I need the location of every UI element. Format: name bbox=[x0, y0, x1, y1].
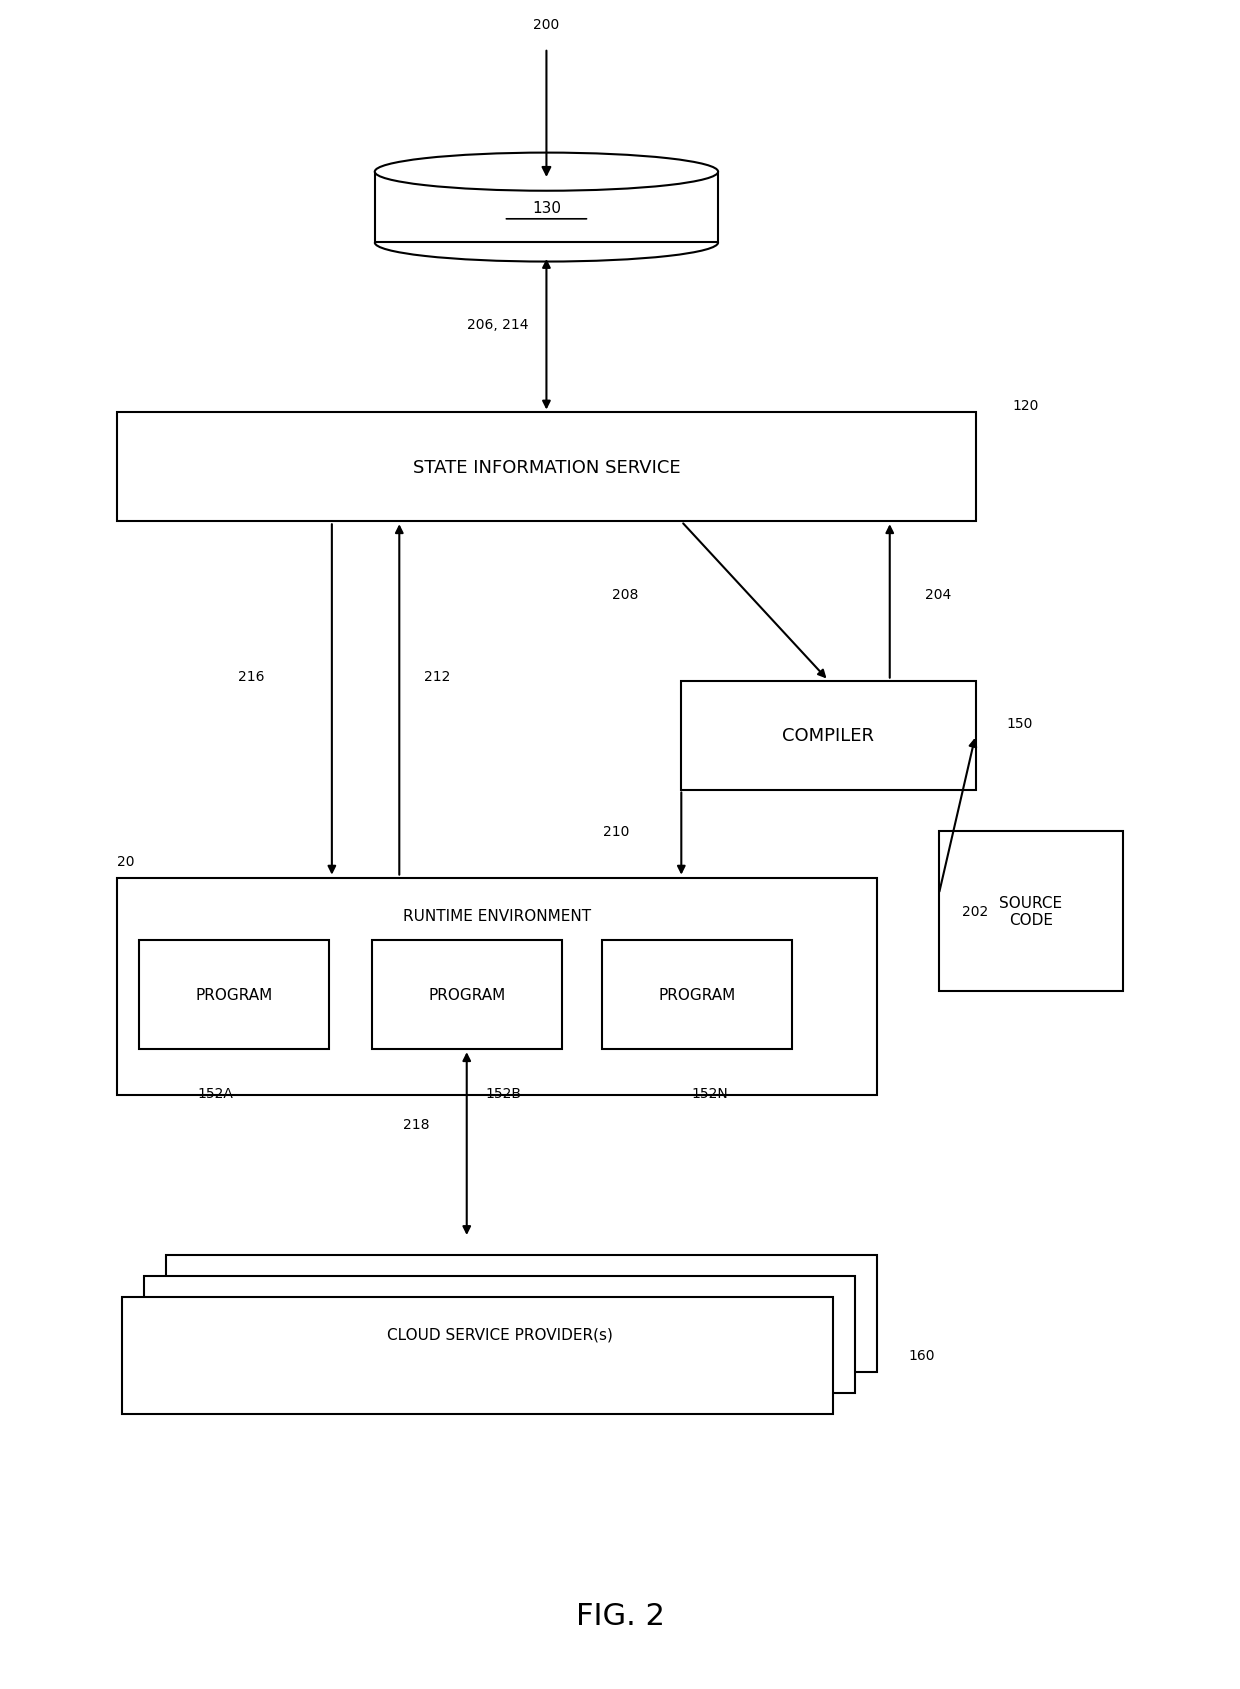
Text: 216: 216 bbox=[238, 671, 264, 684]
Text: 202: 202 bbox=[961, 905, 988, 919]
Ellipse shape bbox=[374, 154, 718, 191]
Text: 152A: 152A bbox=[197, 1086, 233, 1101]
Text: 152N: 152N bbox=[691, 1086, 728, 1101]
Text: PROGRAM: PROGRAM bbox=[428, 988, 506, 1003]
Text: 204: 204 bbox=[925, 588, 951, 601]
Text: 120: 120 bbox=[1012, 399, 1039, 412]
Text: 206, 214: 206, 214 bbox=[466, 318, 528, 333]
Text: 152B: 152B bbox=[486, 1086, 522, 1101]
Text: PROGRAM: PROGRAM bbox=[195, 988, 273, 1003]
Text: FIG. 2: FIG. 2 bbox=[575, 1601, 665, 1630]
Bar bbox=[144, 1275, 856, 1393]
Text: 160: 160 bbox=[908, 1348, 935, 1363]
Text: SOURCE
CODE: SOURCE CODE bbox=[999, 895, 1063, 927]
Text: CLOUD SERVICE PROVIDER(s): CLOUD SERVICE PROVIDER(s) bbox=[387, 1328, 613, 1343]
Bar bbox=[372, 941, 562, 1049]
Text: STATE INFORMATION SERVICE: STATE INFORMATION SERVICE bbox=[413, 459, 681, 476]
Bar bbox=[118, 414, 976, 522]
Bar bbox=[118, 878, 878, 1096]
Bar bbox=[166, 1255, 878, 1371]
Bar bbox=[139, 941, 329, 1049]
Text: 212: 212 bbox=[424, 671, 450, 684]
Text: 210: 210 bbox=[604, 824, 630, 838]
Text: 150: 150 bbox=[1006, 716, 1033, 731]
Bar bbox=[681, 681, 976, 790]
Text: 218: 218 bbox=[403, 1116, 430, 1132]
Text: COMPILER: COMPILER bbox=[782, 726, 874, 745]
Bar bbox=[374, 172, 718, 243]
Bar bbox=[123, 1297, 833, 1414]
Text: PROGRAM: PROGRAM bbox=[658, 988, 735, 1003]
Text: 20: 20 bbox=[118, 855, 135, 868]
Bar bbox=[603, 941, 792, 1049]
Text: 200: 200 bbox=[533, 19, 559, 32]
Bar bbox=[939, 833, 1122, 991]
Text: 208: 208 bbox=[613, 588, 639, 601]
Text: 130: 130 bbox=[532, 201, 560, 216]
Text: RUNTIME ENVIRONMENT: RUNTIME ENVIRONMENT bbox=[403, 909, 591, 924]
